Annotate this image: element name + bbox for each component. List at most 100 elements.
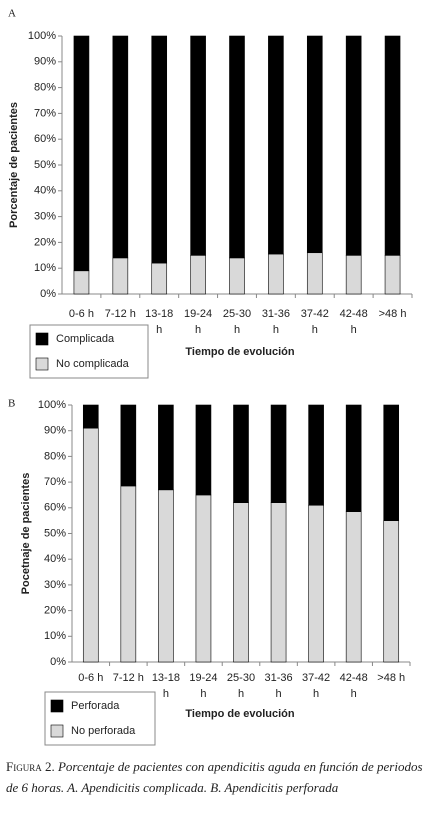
x-tick-label: 19-24 h	[184, 308, 212, 336]
x-tick-line: h	[200, 688, 206, 700]
x-tick-label: 13-18 h	[152, 672, 180, 700]
x-tick-label: 31-36 h	[262, 308, 290, 336]
bar-segment	[233, 502, 249, 663]
y-tick-label: 80%	[44, 450, 66, 462]
x-tick-line: h	[312, 324, 318, 336]
x-tick-line: h	[313, 688, 319, 700]
bar-segment	[82, 427, 99, 663]
bar-segment	[383, 404, 400, 521]
caption: Figura 2. Porcentaje de pacientes con ap…	[6, 756, 424, 798]
bar-segment	[233, 404, 249, 503]
bar-segment	[112, 257, 129, 295]
x-tick-line: 42-48	[340, 308, 368, 320]
bar-segment	[308, 404, 324, 506]
x-tick-label: 42-48 h	[340, 308, 368, 336]
x-tick-line: 19-24	[184, 308, 212, 320]
bar-segment	[158, 404, 174, 491]
bar-segment	[158, 489, 174, 663]
x-tick-label: 13-18 h	[145, 308, 173, 336]
legend-swatch	[35, 357, 49, 371]
y-tick-label: 70%	[44, 476, 66, 488]
panel-label: A	[8, 8, 16, 20]
bar-segment	[345, 404, 362, 512]
x-tick-label: 37-42 h	[301, 308, 329, 336]
y-tick-label: 50%	[34, 159, 56, 171]
x-tick-line: h	[156, 324, 162, 336]
x-tick-line: 37-42	[301, 308, 329, 320]
bar-segment	[112, 35, 129, 259]
x-tick-label: 37-42 h	[302, 672, 330, 700]
bar-segment	[82, 404, 99, 429]
legend-swatch	[35, 332, 49, 346]
y-tick-label: 90%	[34, 56, 56, 68]
bar-segment	[195, 404, 212, 496]
bar-segment	[190, 35, 206, 256]
x-tick-line: h	[234, 324, 240, 336]
bar-segment	[308, 504, 324, 663]
bar-segment	[345, 255, 362, 295]
y-tick-label: 10%	[44, 630, 66, 642]
bar-segment	[229, 257, 245, 295]
y-tick-label: 0%	[50, 656, 66, 668]
x-tick-label: 42-48 h	[340, 672, 368, 700]
x-tick-label: 25-30 h	[227, 672, 255, 700]
y-tick-label: 0%	[40, 288, 56, 300]
x-tick-line: h	[163, 688, 169, 700]
bar-segment	[229, 35, 245, 259]
bar-segment	[383, 520, 400, 663]
x-tick-line: 37-42	[302, 672, 330, 684]
x-tick-line: h	[351, 324, 357, 336]
bar-segment	[195, 494, 212, 663]
x-tick-line: h	[275, 688, 281, 700]
bar-segment	[270, 502, 287, 663]
bar-segment	[120, 404, 137, 487]
y-tick-label: 40%	[44, 553, 66, 565]
x-tick-line: 19-24	[189, 672, 217, 684]
bar-segment	[384, 255, 401, 295]
x-tick-line: h	[273, 324, 279, 336]
bar-segment	[151, 35, 168, 264]
charts: A Porcentaje de pacientes Tiempo de evoluc…	[8, 8, 413, 746]
caption-label: Figura 2.	[6, 759, 55, 774]
x-tick-line: 25-30	[223, 308, 251, 320]
bar-segment	[345, 35, 362, 256]
y-tick-label: 100%	[28, 30, 56, 42]
bar-segment	[151, 262, 168, 295]
bar-segment	[120, 485, 137, 663]
x-tick-label: 25-30 h	[223, 308, 251, 336]
y-tick-label: 60%	[44, 502, 66, 514]
x-tick-label: >48 h	[377, 672, 405, 684]
legend-label: Perforada	[71, 700, 120, 712]
x-tick-label: 19-24 h	[189, 672, 217, 700]
legend-label: No complicada	[56, 358, 130, 370]
y-tick-label: 40%	[34, 185, 56, 197]
bar-segment	[73, 35, 90, 272]
x-tick-label: 31-36 h	[264, 672, 292, 700]
bar-segment	[306, 252, 323, 295]
x-tick-line: h	[351, 688, 357, 700]
x-tick-line: 31-36	[262, 308, 290, 320]
legend-swatch	[50, 724, 64, 738]
legend-label: No perforada	[71, 725, 136, 737]
y-tick-label: 10%	[34, 262, 56, 274]
bar-segment	[268, 35, 284, 255]
x-tick-line: h	[195, 324, 201, 336]
y-tick-label: 70%	[34, 107, 56, 119]
panel-label: B	[8, 398, 15, 410]
caption-text: Porcentaje de pacientes con apendicitis …	[6, 759, 423, 795]
y-axis-label: Pocetnaje de pacientes	[20, 473, 32, 595]
bar-segment	[384, 35, 401, 256]
x-tick-label: 0-6 h	[69, 308, 94, 320]
x-tick-label: 7-12 h	[113, 672, 144, 684]
x-tick-line: 31-36	[264, 672, 292, 684]
legend-swatch	[50, 699, 64, 713]
y-tick-label: 20%	[34, 236, 56, 248]
y-tick-label: 60%	[34, 133, 56, 145]
bar-segment	[190, 255, 206, 295]
x-tick-line: 25-30	[227, 672, 255, 684]
x-tick-label: 7-12 h	[105, 308, 136, 320]
legend-box	[44, 691, 156, 746]
legend-box	[29, 324, 149, 379]
